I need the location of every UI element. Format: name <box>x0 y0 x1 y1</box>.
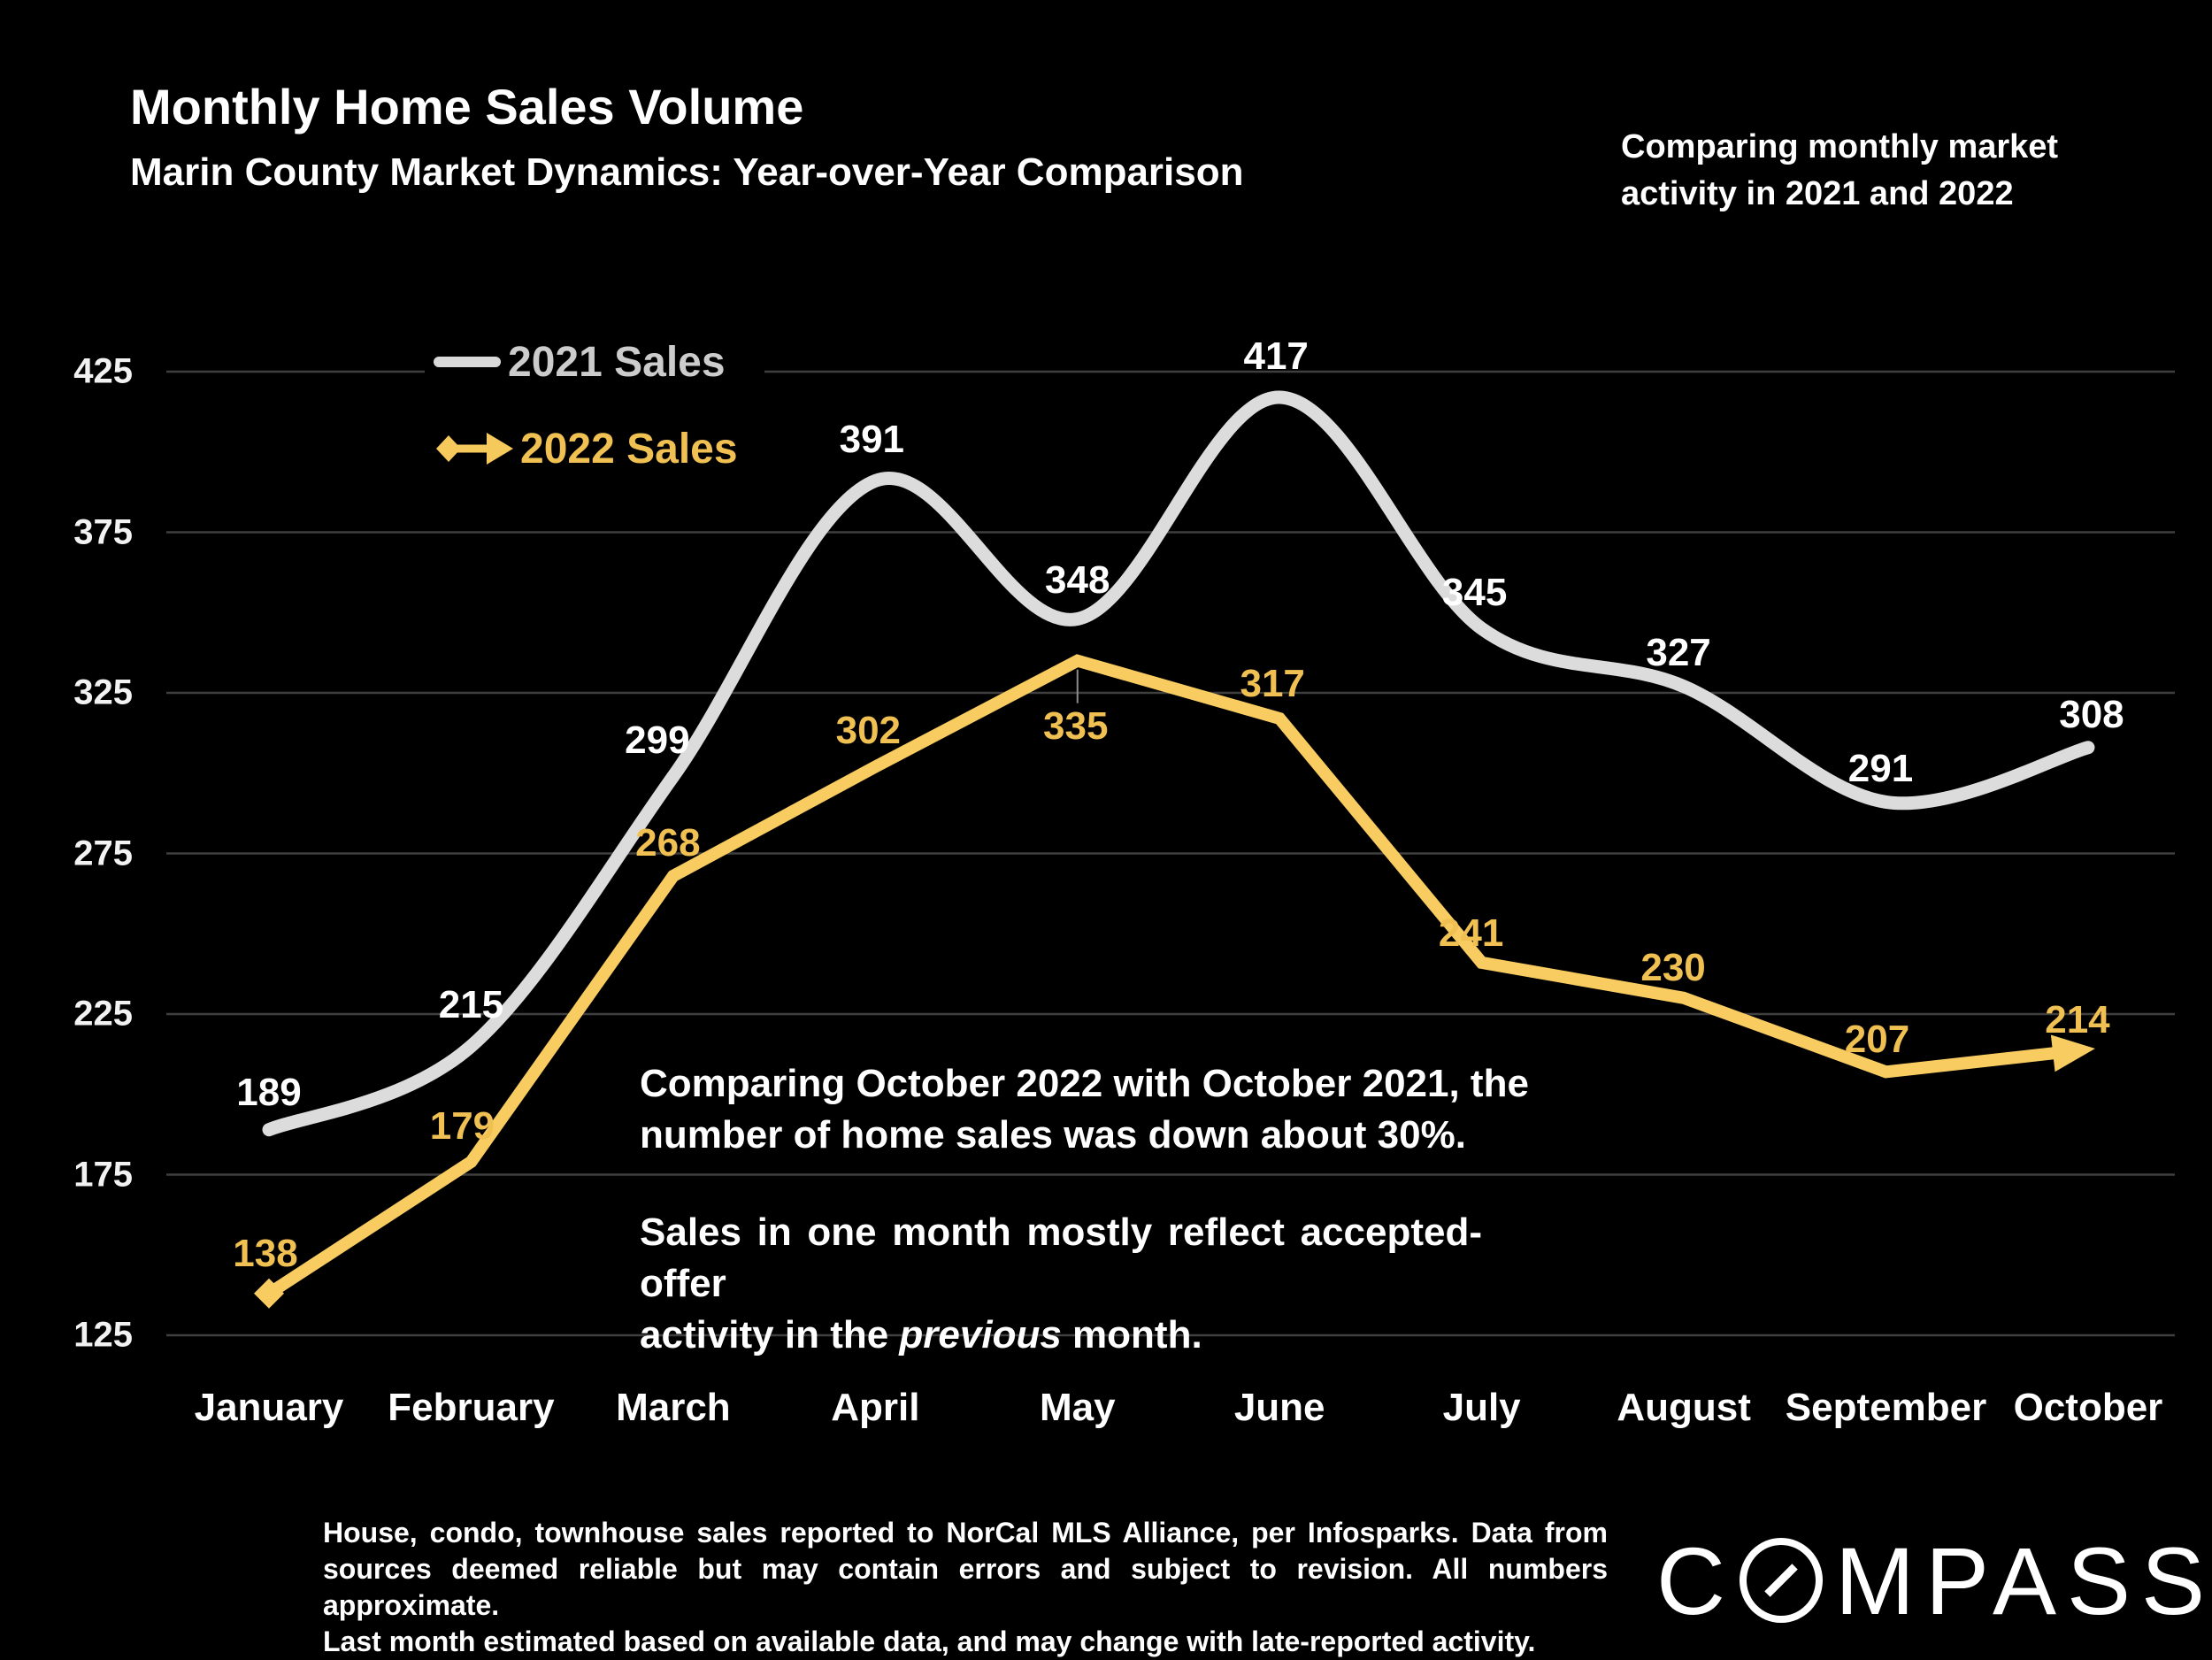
y-tick-label: 375 <box>73 512 133 551</box>
data-label: 327 <box>1646 630 1711 674</box>
y-tick-label: 225 <box>73 994 133 1034</box>
data-label: 417 <box>1243 334 1309 379</box>
data-label: 317 <box>1240 662 1305 706</box>
series-line-2021 <box>262 390 2095 1137</box>
annotation-block: Comparing October 2022 with October 2021… <box>640 1058 1529 1361</box>
data-label: 308 <box>2059 692 2124 736</box>
compass-needle-icon <box>1764 1564 1798 1597</box>
data-label: 241 <box>1438 911 1504 955</box>
chart-legend: 2021 Sales 2022 Sales <box>425 329 764 485</box>
month-label: May <box>1039 1386 1116 1429</box>
legend-item-2022: 2022 Sales <box>434 423 738 474</box>
annotation-line: Comparing October 2022 with October 2021… <box>640 1062 1529 1105</box>
data-label: 207 <box>1844 1018 1910 1062</box>
data-label: 302 <box>835 709 902 753</box>
data-label: 391 <box>839 418 905 462</box>
logo-letter: C <box>1656 1526 1736 1634</box>
annotation-line: activity in the previous month. <box>640 1313 1202 1356</box>
logo-letters: MPASS <box>1835 1526 2212 1634</box>
italic-word: previous <box>899 1313 1062 1356</box>
data-label: 214 <box>2045 997 2110 1041</box>
data-label: 138 <box>233 1231 298 1275</box>
month-label: January <box>194 1386 344 1429</box>
month-label: April <box>831 1386 920 1429</box>
data-label: 335 <box>1043 703 1109 748</box>
data-label: 291 <box>1847 747 1914 791</box>
y-tick-label: 425 <box>73 351 133 391</box>
legend-label-2021: 2021 Sales <box>508 338 726 386</box>
data-label: 179 <box>429 1103 495 1148</box>
y-tick-label: 325 <box>73 672 133 712</box>
legend-label-2022: 2022 Sales <box>520 425 738 473</box>
page-title: Monthly Home Sales Volume <box>130 79 804 134</box>
disclaimer: House, condo, townhouse sales reported t… <box>323 1515 1608 1660</box>
data-label: 268 <box>635 820 701 865</box>
month-label: March <box>616 1386 731 1429</box>
month-label: February <box>388 1386 555 1429</box>
data-label: 189 <box>236 1070 302 1114</box>
month-label: July <box>1442 1386 1521 1429</box>
month-label: August <box>1617 1386 1751 1429</box>
top-right-note: Comparing monthly market activity in 202… <box>1621 128 2059 212</box>
y-tick-label: 175 <box>73 1155 133 1194</box>
month-label: October <box>2013 1386 2163 1429</box>
legend-item-2021: 2021 Sales <box>434 336 738 388</box>
data-label: 345 <box>1441 571 1508 615</box>
compass-logo: C MPASS <box>1656 1527 2212 1634</box>
annotation-line: number of home sales was down about 30%. <box>640 1113 1466 1157</box>
arrow-marker-icon <box>2050 1034 2095 1072</box>
annotation-line: Sales in one month mostly reflect accept… <box>640 1210 1482 1305</box>
disclaimer-line: House, condo, townhouse sales reported t… <box>323 1517 1608 1549</box>
diamond-marker-icon <box>254 1278 284 1309</box>
month-label: September <box>1785 1386 1987 1429</box>
y-tick-label: 275 <box>73 834 133 872</box>
disclaimer-line: sources deemed reliable but may contain … <box>323 1553 1608 1621</box>
data-label: 299 <box>625 719 690 763</box>
month-label: June <box>1233 1386 1325 1429</box>
line-swatch-icon <box>434 357 501 367</box>
disclaimer-line: Last month estimated based on available … <box>323 1625 1536 1657</box>
data-label: 348 <box>1045 557 1110 602</box>
compass-o-icon <box>1740 1538 1823 1623</box>
page-subtitle: Marin County Market Dynamics: Year-over-… <box>130 150 1244 194</box>
y-tick-label: 125 <box>73 1315 133 1355</box>
data-label: 230 <box>1640 945 1706 989</box>
data-label: 215 <box>438 983 504 1027</box>
diamond-arrow-icon <box>436 433 513 465</box>
series-line-2022 <box>265 654 2059 1299</box>
